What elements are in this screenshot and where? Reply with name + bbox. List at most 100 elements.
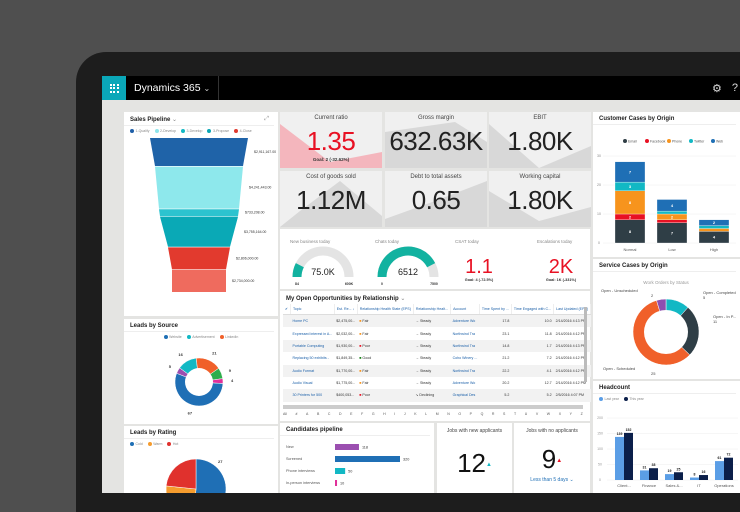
alphabet-letter[interactable]: J bbox=[403, 412, 406, 416]
bar-value-label: 8 bbox=[694, 473, 696, 477]
grid-cell[interactable]: Audio Format bbox=[290, 364, 335, 377]
opportunities-grid: ✔ Topic Est. Re... ↓ Relationship Health St… bbox=[283, 304, 592, 402]
bar-this-year bbox=[699, 475, 708, 481]
alphabet-letter[interactable]: K bbox=[414, 412, 417, 416]
grid-cell[interactable]: Audio Visual bbox=[292, 381, 313, 386]
alphabet-letter[interactable]: R bbox=[491, 412, 495, 416]
vertical-scrollbar[interactable] bbox=[584, 307, 587, 382]
app-title-menu[interactable]: Dynamics 365 ⌄ bbox=[126, 76, 220, 100]
alphabet-letter[interactable]: Q bbox=[480, 412, 484, 416]
grid-cell[interactable]: Adventure Wo bbox=[450, 314, 480, 328]
help-icon[interactable]: ? bbox=[731, 81, 738, 94]
legend-item[interactable]: LinkedIn bbox=[219, 335, 238, 340]
alphabet-letter[interactable]: # bbox=[295, 412, 298, 416]
table-row[interactable]: Expressed interest in A... $2,032,00... ■ … bbox=[283, 327, 591, 339]
legend-item[interactable]: Cold bbox=[130, 442, 143, 447]
alphabet-letter[interactable]: E bbox=[350, 412, 353, 416]
alphabet-letter[interactable]: C bbox=[327, 412, 331, 416]
column-header[interactable]: Relationship Health State (EPS) bbox=[357, 304, 414, 315]
kpi-tile[interactable]: Cost of goods sold 1.12M bbox=[280, 171, 382, 227]
table-row[interactable]: Replacing 50 exhibits - $1,849,35... ■ Goo… bbox=[283, 352, 591, 364]
legend-item[interactable]: 4-Close bbox=[234, 129, 252, 134]
alphabet-letter[interactable]: B bbox=[316, 412, 320, 416]
app-launcher-button[interactable] bbox=[102, 76, 126, 100]
table-row[interactable]: 30 Printers for 500 $400,053... ■ Poor ↘ De… bbox=[283, 389, 591, 402]
column-header[interactable]: Last Updated (EPS) bbox=[553, 304, 592, 315]
funnel-stage-label: $733,208.00 bbox=[245, 211, 265, 215]
kpi-tile[interactable]: Gross margin 632.63K bbox=[385, 112, 487, 168]
alphabet-letter[interactable]: I bbox=[394, 412, 396, 416]
grid-cell[interactable]: Northwind Tra bbox=[452, 331, 475, 336]
kpi-tile[interactable]: EBIT 1.80K bbox=[489, 112, 591, 168]
jobs-filter-dropdown[interactable]: Less than 5 days ⌄ bbox=[530, 477, 574, 483]
slice-label: 21 bbox=[212, 350, 217, 355]
column-header[interactable]: Account bbox=[450, 304, 480, 315]
legend-item[interactable]: Advertisement bbox=[186, 335, 215, 340]
alphabet-letter[interactable]: O bbox=[458, 412, 462, 416]
legend-item[interactable]: Warm bbox=[147, 442, 162, 447]
alphabet-letter[interactable]: Z bbox=[580, 412, 583, 416]
kpi-tile[interactable]: Working capital 1.80K bbox=[489, 171, 591, 227]
grid-cell[interactable]: Coho Winery ... bbox=[452, 356, 478, 361]
legend-item[interactable]: 3-Propose bbox=[207, 129, 229, 134]
legend-item[interactable]: Last year bbox=[599, 397, 619, 402]
table-row[interactable]: Audio Format $1,770,00... ■ Fair → Steady No… bbox=[283, 364, 591, 377]
alphabet-letter[interactable]: P bbox=[469, 412, 472, 416]
stacked-segment bbox=[656, 199, 688, 212]
legend-item[interactable]: 3-Develop bbox=[180, 129, 202, 134]
alphabet-letter[interactable]: Y bbox=[569, 412, 572, 416]
grid-cell[interactable]: Portable Computing bbox=[290, 339, 335, 353]
grid-cell[interactable]: Replacing 50 exhibits - bbox=[292, 356, 329, 361]
grid-cell[interactable]: Adventure Wo bbox=[452, 381, 476, 386]
alphabet-letter[interactable]: T bbox=[513, 412, 517, 416]
legend-item[interactable]: 2-Develop bbox=[154, 129, 176, 134]
alphabet-letter[interactable]: W bbox=[546, 412, 551, 416]
alphabet-letter[interactable]: X bbox=[558, 412, 562, 416]
grid-cell[interactable]: 30 Printers for 500 bbox=[290, 389, 335, 402]
legend-item[interactable]: This year bbox=[623, 397, 644, 402]
column-header[interactable]: Relationship Healt... bbox=[413, 304, 452, 315]
grid-cell[interactable]: Northwind Tra bbox=[450, 364, 480, 377]
metric-label: CSAT today bbox=[455, 239, 480, 244]
legend-item[interactable]: 1-Qualify bbox=[130, 129, 150, 134]
grid-cell: 2/14/2016 4:13 PM bbox=[553, 314, 591, 328]
alphabet-letter[interactable]: M bbox=[435, 412, 439, 416]
kpi-tile[interactable]: Debt to total assets 0.65 bbox=[385, 171, 487, 227]
alphabet-letter[interactable]: V bbox=[535, 412, 539, 416]
grid-cell[interactable]: Expressed interest in A... bbox=[292, 331, 333, 336]
table-row[interactable]: Home PC $2,475,00... ■ Fair → Steady Adventu… bbox=[283, 314, 591, 328]
alphabet-letter[interactable]: All bbox=[283, 412, 287, 416]
table-row[interactable]: Portable Computing $1,930,00... ■ Poor → St… bbox=[283, 339, 591, 353]
expand-icon[interactable]: ⤢ bbox=[264, 116, 269, 122]
table-row[interactable]: Audio Visual $1,775,00... ■ Fair → Steady Ad… bbox=[283, 377, 591, 389]
y-tick-label: 0 bbox=[599, 478, 601, 482]
column-header[interactable]: Time Spent by ... bbox=[479, 304, 512, 315]
settings-icon[interactable]: ⚙ bbox=[712, 82, 722, 95]
column-header[interactable]: Time Engaged with C... bbox=[511, 304, 555, 315]
alphabet-letter[interactable]: N bbox=[447, 412, 450, 416]
alphabet-letter[interactable]: A bbox=[306, 412, 309, 416]
sales-pipeline-title[interactable]: Sales Pipeline ⌄ ⤢ bbox=[124, 112, 274, 126]
legend-item[interactable]: Website bbox=[163, 335, 182, 340]
alphabet-letter[interactable]: L bbox=[425, 412, 428, 416]
column-header[interactable]: Est. Re... ↓ bbox=[334, 304, 358, 315]
y-tick-label: 50 bbox=[598, 463, 602, 467]
column-header[interactable]: Topic bbox=[290, 304, 335, 315]
alphabet-letter[interactable]: U bbox=[524, 412, 528, 416]
alphabet-letter[interactable]: D bbox=[339, 412, 342, 416]
alphabet-letter[interactable]: F bbox=[361, 412, 364, 416]
alphabet-letter[interactable]: S bbox=[503, 412, 506, 416]
trend-cell: → Steady bbox=[413, 314, 451, 328]
horizontal-scrollbar[interactable] bbox=[283, 405, 583, 409]
grid-cell[interactable]: Northwind Tra bbox=[450, 339, 480, 353]
customer-cases-stacked-bar: Email Facebook Phone Twitter Web 0 10 20 30 8 2 8 3 7… bbox=[597, 139, 736, 252]
health-cell: ■ Fair bbox=[357, 364, 414, 377]
legend-item[interactable]: Hot bbox=[167, 442, 178, 447]
grid-cell[interactable]: Graphical Des bbox=[450, 389, 480, 402]
grid-cell[interactable]: Home PC bbox=[290, 314, 335, 328]
select-all-checkbox[interactable]: ✔ bbox=[283, 304, 291, 315]
alphabet-letter[interactable]: G bbox=[371, 412, 375, 416]
opportunities-title[interactable]: My Open Opportunities by Relationship ⌄ bbox=[286, 296, 406, 302]
kpi-tile[interactable]: Current ratio 1.35 Goal: 2 (-32.62%) bbox=[280, 112, 382, 168]
alphabet-letter[interactable]: H bbox=[383, 412, 386, 416]
